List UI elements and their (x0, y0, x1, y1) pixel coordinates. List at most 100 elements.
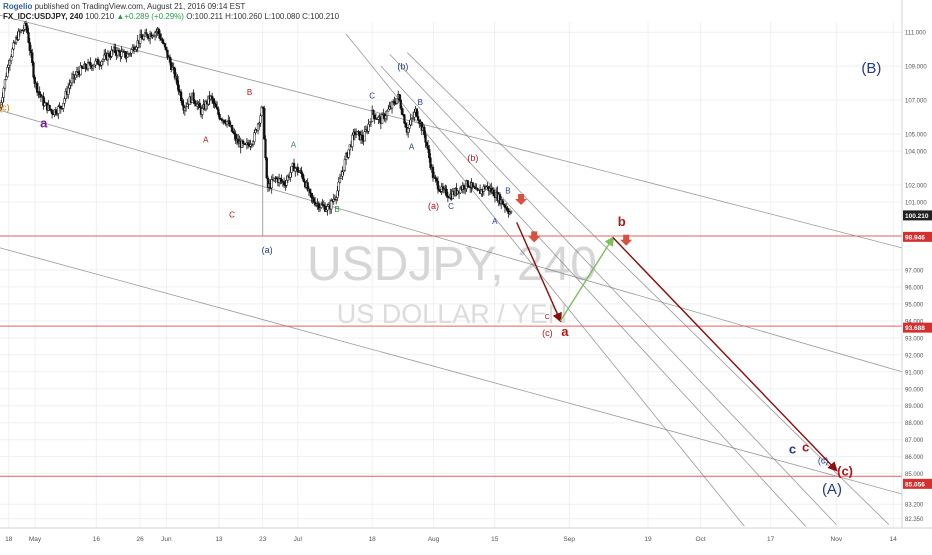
candle-body (259, 115, 262, 124)
candle-body (285, 180, 288, 186)
wave-label: a (40, 115, 48, 130)
candle-body (263, 108, 266, 140)
wave-label: (A) (822, 481, 842, 498)
x-tick-label: Aug (428, 536, 440, 543)
price-tag-label: 93.688 (905, 325, 925, 332)
candle-body (354, 133, 358, 136)
candle-body (114, 46, 117, 54)
candle-body (36, 83, 39, 93)
candle-body (256, 123, 260, 131)
candle-body (135, 46, 138, 50)
y-tick-label: 96.000 (905, 285, 924, 291)
candle-body (251, 141, 255, 145)
candle-body (59, 105, 62, 109)
candle-body (2, 87, 5, 98)
candle-body (363, 131, 366, 142)
candle-body (183, 107, 187, 111)
y-tick-label: 92.000 (905, 353, 924, 359)
candle-body (11, 48, 14, 57)
channel-line (0, 14, 903, 249)
candle-body (338, 178, 342, 183)
y-tick-label: 93.000 (905, 336, 924, 342)
channel-line (0, 109, 903, 373)
candle-body (435, 178, 438, 182)
candle-body (168, 56, 172, 63)
price-change: +0.289 (+0.29%) (124, 12, 184, 21)
candle-body (398, 93, 401, 101)
candle-body (471, 182, 474, 187)
candle-body (270, 179, 273, 189)
y-tick-label: 86.000 (905, 455, 924, 461)
candle-body (79, 65, 82, 75)
wave-label: B (505, 186, 510, 195)
candle-body (181, 100, 184, 106)
candle-body (198, 102, 201, 108)
candle-body (387, 108, 390, 112)
symbol-name[interactable]: FX_IDC:USDJPY, 240 (3, 12, 84, 21)
watermark-name: US DOLLAR / YEN (337, 299, 568, 329)
projection-arrow (516, 222, 562, 323)
channel-line (389, 53, 837, 525)
down-arrow-icon (620, 234, 633, 246)
channel-line (345, 33, 745, 527)
y-tick-label: 104.000 (905, 150, 927, 156)
wave-label: A (409, 142, 415, 151)
candle-body (445, 189, 448, 197)
price-tag (903, 210, 932, 221)
candle-body (242, 140, 245, 144)
candle-body (385, 110, 389, 117)
y-tick-label: 83.200 (905, 503, 924, 509)
candle-body (501, 199, 504, 205)
grid-layer (0, 22, 902, 528)
candle-body (91, 65, 95, 69)
candle-body (423, 126, 426, 135)
candle-body (466, 180, 469, 187)
publish-info: Rogelio published on TradingView.com, Au… (3, 2, 245, 11)
candle-body (436, 180, 440, 190)
candle-body (330, 200, 333, 210)
y-tick-label: 107.000 (905, 99, 927, 105)
wave-label: (a) (262, 245, 273, 255)
candle-body (163, 43, 167, 48)
price-axis-bg (902, 0, 932, 528)
wave-label: C (229, 210, 235, 219)
x-tick-label: 23 (259, 536, 267, 543)
candle-body (296, 166, 299, 173)
projection-arrow (612, 237, 838, 472)
x-tick-label: May (29, 536, 42, 543)
candle-body (223, 119, 226, 123)
wave-label: b (618, 214, 626, 229)
wave-label: C (448, 202, 454, 211)
candle-body (280, 178, 283, 182)
candle-body (124, 51, 127, 58)
candle-body (6, 67, 9, 77)
candle-body (214, 103, 218, 108)
candle-body (312, 198, 316, 203)
x-tick-label: 17 (767, 536, 775, 543)
candle-body (74, 74, 77, 78)
projection-arrows (516, 222, 838, 472)
candle-body (166, 49, 169, 58)
candle-body (196, 103, 199, 107)
candle-body (336, 190, 339, 198)
candle-body (390, 101, 394, 109)
candle-body (145, 32, 148, 35)
candle-body (193, 100, 196, 104)
author-link[interactable]: Rogelio (3, 2, 33, 11)
y-tick-label: 109.000 (905, 65, 927, 71)
x-tick-label: Nov (831, 536, 843, 543)
candle-body (10, 56, 13, 62)
candle-body (416, 116, 420, 121)
y-tick-label: 85.000 (905, 472, 924, 478)
wave-label: C (545, 314, 550, 321)
down-arrow-icon (528, 231, 541, 243)
candle-body (425, 142, 428, 147)
candle-body (32, 62, 35, 78)
candle-body (384, 115, 387, 119)
candle-body (415, 108, 418, 117)
candle-body (108, 53, 111, 57)
candle-body (140, 34, 143, 38)
candle-body (300, 170, 303, 175)
